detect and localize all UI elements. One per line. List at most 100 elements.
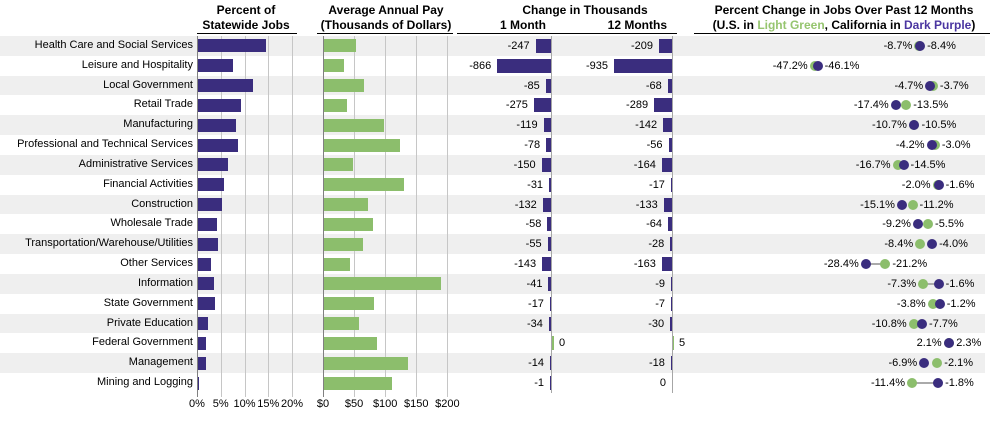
subtitle-light-green: Light Green [757,18,825,32]
pct-change-left-value: -8.4% [884,238,914,251]
us-dot [915,239,926,250]
pct-change-right-value: -4.0% [939,238,968,251]
us-dot [908,318,919,329]
change-1m-bar [545,78,551,93]
pct-jobs-bar [198,158,229,172]
pct-change-right-value: -21.2% [892,258,928,271]
change-1m-bar [547,237,551,252]
pct-change-right-value: -3.0% [941,139,971,152]
header-underline-panel3 [457,33,677,34]
pay-axis-gridline [447,36,449,397]
ca-dot [919,358,930,369]
ca-dot [896,199,907,210]
change-12m-bar [668,217,672,232]
change-12m-bar [673,336,674,351]
sector-label: Administrative Services [78,157,193,170]
pct-jobs-bar [198,257,211,271]
ca-dot [926,140,937,151]
change-1m-value: -143 [514,258,537,271]
pct-change-left-value: -17.4% [853,99,889,112]
pay-axis-gridline [354,36,356,397]
pay-bar [324,356,408,370]
pct-change-right-value: -13.5% [913,99,949,112]
change-1m-value: 0 [559,337,566,350]
pct-jobs-bar [198,297,215,311]
pct-jobs-bar [198,98,241,112]
us-dot [880,259,891,270]
change-1m-bar [546,138,551,153]
us-dot [901,100,912,111]
sector-label: Federal Government [92,336,193,349]
us-dot [918,278,929,289]
pay-axis-tick-label: $0 [316,397,330,410]
sector-label: Retail Trade [133,98,193,111]
pct-jobs-bar [198,39,267,53]
pay-bar [324,98,347,112]
sector-label: Wholesale Trade [110,217,193,230]
pct-change-left-value: -2.0% [901,178,931,191]
ca-dot [933,378,944,389]
pay-bar [324,277,441,291]
ca-dot [934,298,945,309]
change-1m-value: -17 [528,297,544,310]
pct-change-left-value: -16.7% [855,158,891,171]
us-dot [932,358,943,369]
pct-change-right-value: -1.8% [945,377,974,390]
pct-jobs-bar [198,79,253,93]
sector-label: Other Services [120,257,193,270]
change-thousands-title: Change in Thousands [522,3,648,17]
sector-label: Mining and Logging [96,376,193,389]
change-12m-value: -28 [648,238,665,251]
pay-axis-tick-label: $50 [344,397,364,410]
sector-label: State Government [103,296,193,309]
change-12m-baseline [672,36,673,393]
change-12m-bar [614,58,672,73]
twelve-months-column-header: 12 Months [607,18,667,32]
sector-label: Manufacturing [123,118,193,131]
sector-label: Transportation/Warehouse/Utilities [25,237,193,250]
sector-label: Leisure and Hospitality [81,58,193,71]
change-12m-bar [663,118,672,133]
us-dot [927,298,938,309]
change-12m-value: -163 [633,258,656,271]
percent-jobs-title: Percent of Statewide Jobs [188,3,304,33]
pct-jobs-bar [198,198,222,212]
change-1m-bar [497,58,551,73]
header-underline-panel2 [317,33,453,34]
us-dot [923,219,934,230]
pct-change-right-value: -1.6% [945,178,975,191]
change-12m-value: 0 [659,377,666,390]
change-12m-value: -142 [635,119,658,132]
percent-axis-gridline [292,36,293,397]
row-stripe [0,154,985,175]
pct-change-left-value: -28.4% [823,258,859,271]
pct-change-left-value: 2.1% [916,337,942,350]
change-1m-bar [548,276,551,291]
change-1m-bar [549,177,551,192]
ca-dot [917,318,928,329]
change-12m-value: -133 [635,198,658,211]
change-12m-value: -935 [585,59,609,72]
pct-jobs-bar [198,356,207,370]
subtitle-prefix: (U.S. in [712,18,758,32]
sector-label: Financial Activities [103,177,193,190]
change-1m-value: -31 [527,178,544,191]
change-1m-value: -1 [534,377,544,390]
pct-change-right-value: -46.1% [824,59,860,72]
pct-change-left-value: -7.3% [887,277,917,290]
change-1m-value: -275 [505,99,528,112]
change-1m-value: -55 [525,238,542,251]
change-1m-bar [552,336,554,351]
pay-bar [324,336,378,350]
percent-axis-gridline [220,36,222,397]
ca-dot [898,159,909,170]
pct-jobs-bar [198,178,224,192]
change-1m-bar [550,356,551,371]
pay-bar [324,297,374,311]
change-12m-value: -9 [655,277,665,290]
avg-pay-title-line2: (Thousands of Dollars) [320,18,452,32]
pct-change-left-value: -10.8% [871,317,907,330]
change-12m-bar [661,257,672,272]
sector-label: Private Education [106,316,193,329]
subtitle-suffix: ) [971,18,976,32]
